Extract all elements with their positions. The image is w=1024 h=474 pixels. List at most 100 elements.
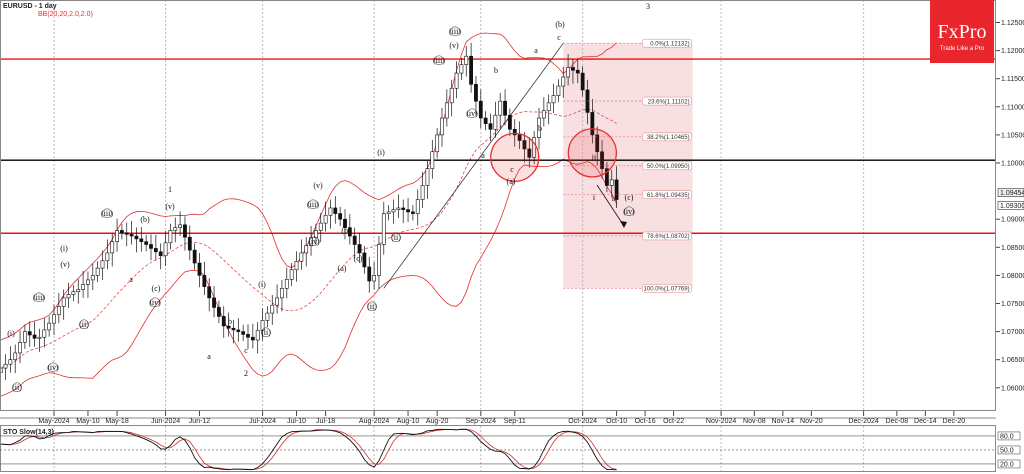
- wave-circle: [102, 208, 112, 219]
- candle: [313, 223, 318, 245]
- candle: [425, 160, 430, 199]
- candle: [386, 205, 391, 221]
- wave-label: (a): [507, 177, 516, 186]
- x-tick-label: Aug-10: [397, 418, 420, 425]
- y-tick-label: 1.07500: [1001, 301, 1024, 308]
- candle: [115, 218, 119, 252]
- sto-level-marker: [997, 431, 1021, 441]
- candle: [110, 233, 115, 267]
- wave-label: 1: [168, 185, 172, 194]
- wave-label: (v): [60, 260, 70, 269]
- candle: [226, 312, 231, 337]
- candle: [609, 169, 614, 198]
- price-axis[interactable]: 1.12500 1.12000 1.11500 1.11000 1.10500 1.100…: [996, 20, 1024, 392]
- candle: [503, 89, 507, 126]
- candle: [280, 279, 284, 312]
- x-tick-label: May-2024: [38, 418, 69, 425]
- highlight-circle: [567, 128, 617, 178]
- candle: [241, 324, 246, 342]
- candles: [0, 42, 619, 380]
- candle: [357, 232, 362, 264]
- candle: [178, 211, 183, 237]
- candle: [415, 189, 420, 226]
- candle: [134, 227, 139, 253]
- trendline[interactable]: [383, 43, 564, 289]
- y-tick-label: 1.11500: [1001, 76, 1024, 83]
- sto-title: STO Slow(14,3): [3, 429, 54, 436]
- candle: [410, 205, 415, 221]
- candle: [289, 263, 294, 287]
- wave-circle: [79, 319, 89, 330]
- sto-level-label: 80.0: [1000, 433, 1014, 440]
- date-axis[interactable]: May-2024 May-10 May-18 Jun-2024 Jun-12 Jul-20…: [0, 411, 996, 425]
- candle: [343, 209, 347, 240]
- x-tick-label: Dec-14: [914, 418, 937, 425]
- fib-label-box: [642, 161, 692, 171]
- candle: [406, 197, 410, 223]
- wave-label: (ii): [391, 233, 401, 242]
- y-tick-label: 1.06500: [1001, 357, 1024, 364]
- candle: [304, 237, 309, 267]
- candle: [76, 279, 81, 304]
- x-tick-label: Jun-2024: [151, 418, 180, 425]
- candle: [42, 318, 47, 348]
- x-tick-label: Nov-08: [743, 418, 766, 425]
- candle: [546, 94, 551, 125]
- candle: [464, 46, 469, 77]
- candle: [221, 306, 226, 338]
- x-tick-label: Jul-18: [316, 418, 335, 425]
- fib-label-box: [642, 190, 692, 200]
- x-tick-label: Nov-2024: [706, 418, 736, 425]
- candle: [71, 284, 76, 302]
- wave-label: (c): [354, 254, 363, 263]
- wave-label: (c): [152, 284, 161, 293]
- candle: [47, 316, 52, 337]
- main-pane-frame: [0, 0, 996, 411]
- wave-label: (iv): [623, 207, 635, 216]
- candle: [56, 292, 61, 324]
- wave-label: (b): [341, 226, 351, 235]
- bb-upper-band: [0, 32, 617, 341]
- trendline-segment[interactable]: [383, 43, 564, 289]
- wave-label: b: [228, 317, 232, 326]
- candle: [488, 113, 493, 142]
- candle: [604, 161, 609, 193]
- candle: [124, 222, 129, 247]
- fib-label-box: [642, 96, 692, 106]
- wave-label: (ii): [367, 302, 377, 311]
- candle: [600, 139, 604, 179]
- candle: [275, 284, 280, 314]
- candle: [105, 239, 110, 270]
- x-tick-label: May-10: [76, 418, 99, 425]
- wave-circle: [261, 327, 271, 338]
- candle: [163, 231, 168, 266]
- wave-label: c: [244, 346, 248, 355]
- x-tick-label: Dec-08: [886, 418, 909, 425]
- sto-level-marker: [997, 445, 1021, 455]
- candle: [401, 199, 406, 224]
- wave-label: (i): [7, 329, 15, 338]
- candle: [551, 83, 556, 113]
- symbol-title: EURUSD - 1 day: [3, 3, 57, 10]
- wave-label: (iv): [308, 237, 320, 246]
- candle: [493, 101, 498, 138]
- wave-label: (iv): [466, 109, 478, 118]
- x-tick-label: Jul-2024: [249, 418, 276, 425]
- candle: [168, 223, 173, 250]
- wave-label: 3: [646, 2, 650, 11]
- candle: [61, 289, 66, 320]
- candle: [236, 318, 241, 342]
- candle: [478, 89, 483, 129]
- candle: [217, 300, 221, 324]
- candle: [299, 239, 304, 270]
- candle: [202, 261, 207, 296]
- fib-level-label: 50.0%(1.09950): [647, 164, 690, 170]
- candle: [13, 344, 18, 374]
- candle: [444, 89, 449, 127]
- highlight-circles: [490, 128, 617, 183]
- candle: [207, 278, 212, 312]
- candle: [430, 139, 435, 179]
- candle: [449, 79, 454, 117]
